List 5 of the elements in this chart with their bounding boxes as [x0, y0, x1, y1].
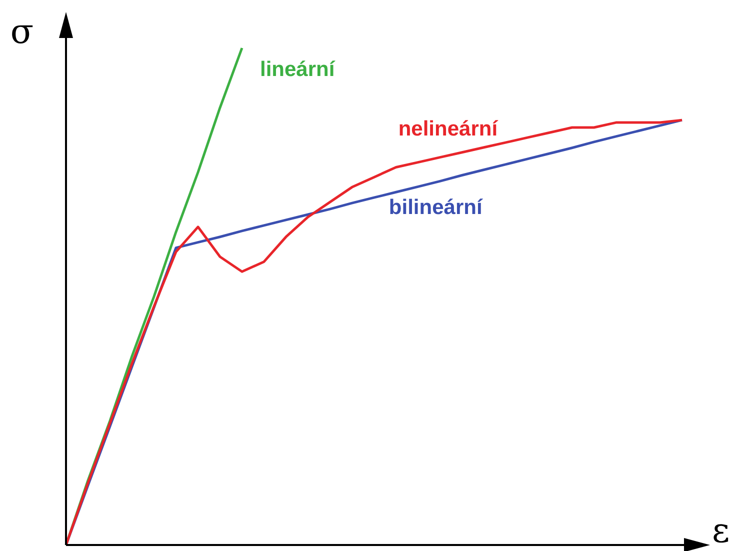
series-label: nelineární: [398, 117, 499, 140]
series-label: lineární: [260, 58, 336, 81]
y-axis-title: σ: [10, 12, 34, 52]
x-axis-title: ε: [712, 510, 730, 551]
series-label: bilineární: [388, 196, 484, 220]
